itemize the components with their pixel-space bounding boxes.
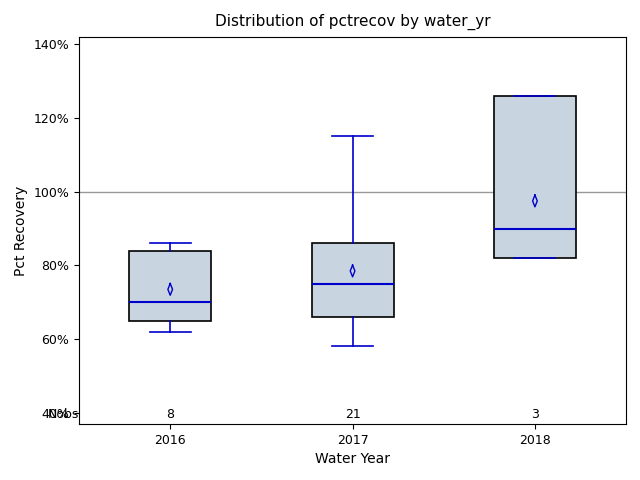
Text: 21: 21 xyxy=(345,408,360,421)
Y-axis label: Pct Recovery: Pct Recovery xyxy=(14,185,28,276)
PathPatch shape xyxy=(494,96,576,258)
Text: 3: 3 xyxy=(531,408,539,421)
PathPatch shape xyxy=(129,251,211,321)
X-axis label: Water Year: Water Year xyxy=(315,452,390,466)
Text: 8: 8 xyxy=(166,408,174,421)
Title: Distribution of pctrecov by water_yr: Distribution of pctrecov by water_yr xyxy=(215,14,490,30)
PathPatch shape xyxy=(312,243,394,317)
Text: Nobs: Nobs xyxy=(47,408,79,421)
